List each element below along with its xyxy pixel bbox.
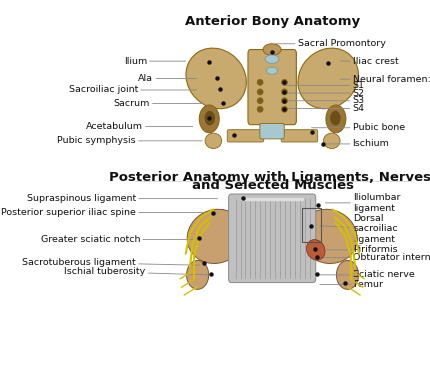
Text: Pubic symphysis: Pubic symphysis (57, 136, 202, 146)
Ellipse shape (257, 98, 263, 104)
Ellipse shape (186, 260, 208, 289)
Text: Sacral Promontory: Sacral Promontory (275, 39, 385, 48)
Ellipse shape (205, 133, 221, 149)
Ellipse shape (336, 260, 358, 289)
Text: S1: S1 (283, 81, 364, 90)
Text: Obturator internus: Obturator internus (319, 253, 430, 262)
Text: Acetabulum: Acetabulum (86, 122, 192, 131)
Text: Iliolumbar
ligament: Iliolumbar ligament (325, 193, 399, 213)
Text: Pubic bone: Pubic bone (311, 123, 404, 132)
Text: Ischium: Ischium (325, 139, 388, 149)
FancyBboxPatch shape (228, 194, 315, 282)
Ellipse shape (329, 111, 340, 125)
Ellipse shape (281, 89, 287, 95)
Text: S4: S4 (283, 104, 364, 113)
Text: Femur: Femur (319, 280, 382, 289)
Ellipse shape (281, 79, 287, 85)
Text: Piriformis: Piriformis (316, 245, 397, 255)
Text: Sacrum: Sacrum (113, 99, 202, 108)
Ellipse shape (297, 48, 357, 109)
Text: Ala: Ala (138, 74, 197, 83)
Text: Sacrotuberous ligament: Sacrotuberous ligament (22, 258, 199, 267)
Ellipse shape (264, 55, 278, 63)
Text: Iliac crest: Iliac crest (340, 57, 398, 66)
Text: and Selected Muscles: and Selected Muscles (191, 179, 353, 192)
Ellipse shape (257, 79, 263, 85)
FancyBboxPatch shape (227, 130, 263, 142)
Ellipse shape (306, 240, 324, 260)
Ellipse shape (281, 106, 287, 113)
FancyBboxPatch shape (280, 130, 317, 142)
Text: Supraspinous ligament: Supraspinous ligament (27, 194, 217, 203)
Ellipse shape (204, 111, 215, 125)
Ellipse shape (323, 133, 339, 149)
Text: Sacroiliac joint: Sacroiliac joint (68, 85, 197, 95)
Ellipse shape (257, 106, 263, 113)
Text: Sciatic nerve: Sciatic nerve (319, 270, 414, 279)
Text: Ilium: Ilium (123, 57, 185, 66)
Ellipse shape (262, 44, 280, 55)
Text: Anterior Bony Anatomy: Anterior Bony Anatomy (185, 15, 359, 28)
FancyBboxPatch shape (247, 50, 296, 125)
Text: Ischial tuberosity: Ischial tuberosity (64, 267, 207, 276)
Text: Neural foramen:: Neural foramen: (340, 75, 429, 84)
Ellipse shape (186, 48, 246, 109)
Ellipse shape (257, 89, 263, 95)
FancyBboxPatch shape (259, 123, 283, 139)
Text: S2: S2 (283, 88, 364, 97)
Ellipse shape (187, 209, 245, 263)
Text: Dorsal
sacroiliac
ligament: Dorsal sacroiliac ligament (319, 214, 397, 244)
Text: Greater sciatic notch: Greater sciatic notch (40, 235, 195, 244)
Ellipse shape (281, 98, 287, 104)
Ellipse shape (298, 209, 356, 263)
Ellipse shape (325, 105, 345, 133)
Text: Posterior Anatomy with Ligaments, Nerves,: Posterior Anatomy with Ligaments, Nerves… (109, 171, 430, 184)
Ellipse shape (266, 67, 277, 74)
Text: S3: S3 (283, 96, 364, 105)
Text: Posterior superior iliac spine: Posterior superior iliac spine (1, 208, 207, 217)
Ellipse shape (199, 105, 219, 133)
